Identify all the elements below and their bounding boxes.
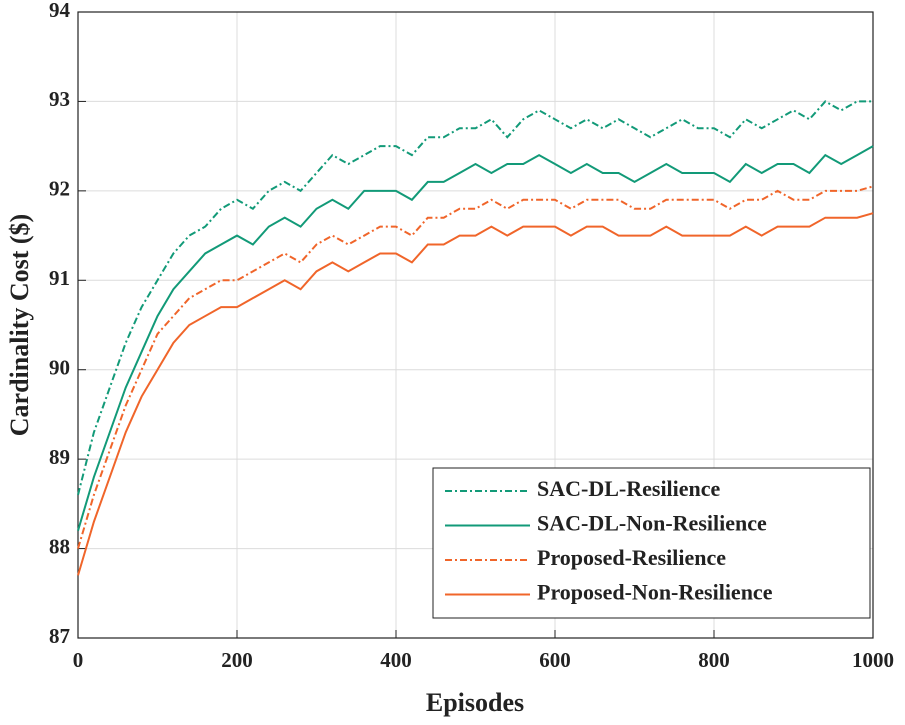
y-tick-label: 87	[49, 624, 70, 648]
series-line	[77, 212, 874, 576]
x-axis-label: Episodes	[426, 688, 524, 717]
series-line	[77, 185, 874, 549]
y-tick-label: 88	[49, 534, 70, 558]
plot-frame	[77, 11, 874, 639]
x-tick-label: 600	[539, 648, 571, 672]
x-tick-label: 400	[380, 648, 412, 672]
y-tick-label: 90	[49, 356, 70, 380]
series-line	[77, 145, 874, 531]
y-tick-label: 92	[49, 177, 70, 201]
x-tick-label: 0	[73, 648, 84, 672]
y-tick-label: 93	[49, 87, 70, 111]
x-tick-label: 200	[221, 648, 253, 672]
x-tick-label: 1000	[852, 648, 894, 672]
y-tick-label: 94	[49, 0, 71, 22]
series-line	[77, 100, 873, 496]
x-tick-label: 800	[698, 648, 730, 672]
y-axis-label: Cardinality Cost ($)	[5, 214, 34, 436]
legend-label: SAC-DL-Resilience	[537, 476, 721, 501]
legend-label: Proposed-Resilience	[537, 545, 726, 570]
legend-box	[432, 467, 871, 619]
y-tick-label: 89	[49, 445, 70, 469]
legend-label: SAC-DL-Non-Resilience	[537, 511, 767, 536]
legend-label: Proposed-Non-Resilience	[537, 580, 773, 605]
y-tick-label: 91	[49, 266, 70, 290]
